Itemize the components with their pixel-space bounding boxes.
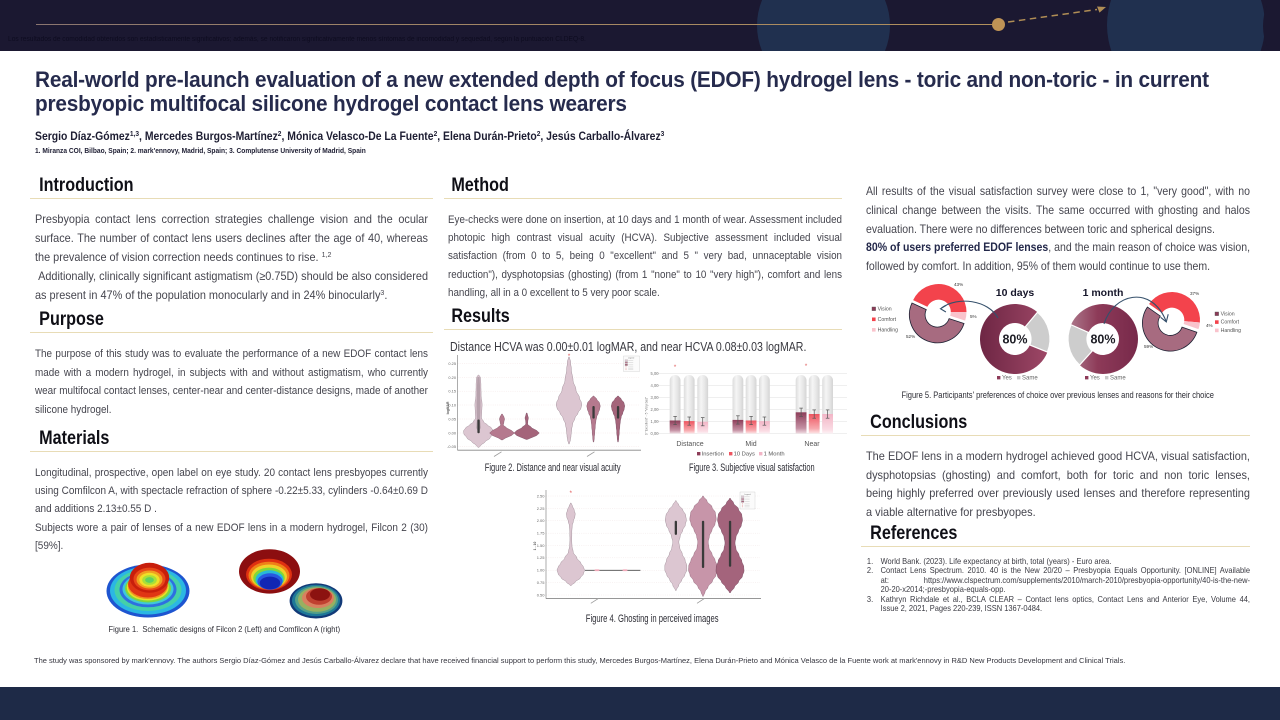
svg-text:0.00: 0.00 [448,430,456,435]
svg-text:2.00: 2.00 [537,518,546,523]
svg-text:10 Days: 10 Days [734,451,755,457]
svg-text:0.20: 0.20 [448,375,456,380]
svg-text:5%: 5% [970,314,977,319]
svg-text:Vision: Vision [878,306,892,312]
svg-text:Yes: Yes [1002,375,1012,381]
svg-text:Distance: Distance [676,441,703,448]
svg-text:*: * [570,490,573,497]
svg-text:Mid: Mid [745,441,756,448]
svg-text:1 month: 1 month [1083,287,1124,299]
svg-text:0.15: 0.15 [448,389,456,394]
svg-text:Handling: Handling [1221,328,1242,334]
svg-text:Comfort: Comfort [1221,320,1240,326]
svg-text:5,00: 5,00 [651,371,660,376]
svg-text:43%: 43% [954,282,963,287]
svg-text:Vision: Vision [1221,311,1235,317]
svg-text:0.50: 0.50 [537,592,546,597]
svg-text:1 Month: 1 Month [764,451,785,457]
svg-text:1,00: 1,00 [651,419,660,424]
svg-text:2.50: 2.50 [537,493,546,498]
svg-text:1.50: 1.50 [537,543,546,548]
svg-text:Same: Same [1022,375,1038,381]
svg-text:Near: Near [804,441,820,448]
svg-text:-0.05: -0.05 [447,444,456,449]
svg-text:4,00: 4,00 [651,383,660,388]
svg-text:1.25: 1.25 [537,555,546,560]
svg-text:4%: 4% [1206,323,1213,328]
svg-text:10 days: 10 days [996,287,1035,299]
svg-text:*: * [805,363,808,370]
svg-text:0.05: 0.05 [448,416,456,421]
svg-text:3,00: 3,00 [651,395,660,400]
svg-text:Yes: Yes [1090,375,1100,381]
svg-text:2.25: 2.25 [537,506,546,511]
svg-text:logMAR: logMAR [446,401,450,414]
svg-text:52%: 52% [906,334,915,339]
svg-text:0 "Excellent" - 5 "Very bad": 0 "Excellent" - 5 "Very bad" [645,397,649,435]
svg-text:37%: 37% [1190,291,1199,296]
svg-text:80%: 80% [1002,333,1027,347]
svg-text:Same: Same [1110,375,1126,381]
svg-text:0.10: 0.10 [448,402,456,407]
svg-text:59%: 59% [1144,344,1153,349]
svg-text:Comfort: Comfort [878,317,897,323]
svg-text:80%: 80% [1090,333,1115,347]
svg-text:1.00: 1.00 [537,568,546,573]
svg-text:*: * [674,364,677,371]
svg-text:*: * [568,353,571,360]
svg-text:Legend: Legend [628,358,634,360]
svg-text:Handling: Handling [878,327,899,333]
svg-text:1 - 10: 1 - 10 [533,542,537,551]
svg-text:2,00: 2,00 [651,407,660,412]
svg-text:0.25: 0.25 [448,361,456,366]
svg-text:0.75: 0.75 [537,580,546,585]
svg-text:Insertion: Insertion [702,451,724,457]
svg-text:1.75: 1.75 [537,531,546,536]
svg-text:0,00: 0,00 [651,431,660,436]
svg-text:Legend: Legend [744,494,750,496]
